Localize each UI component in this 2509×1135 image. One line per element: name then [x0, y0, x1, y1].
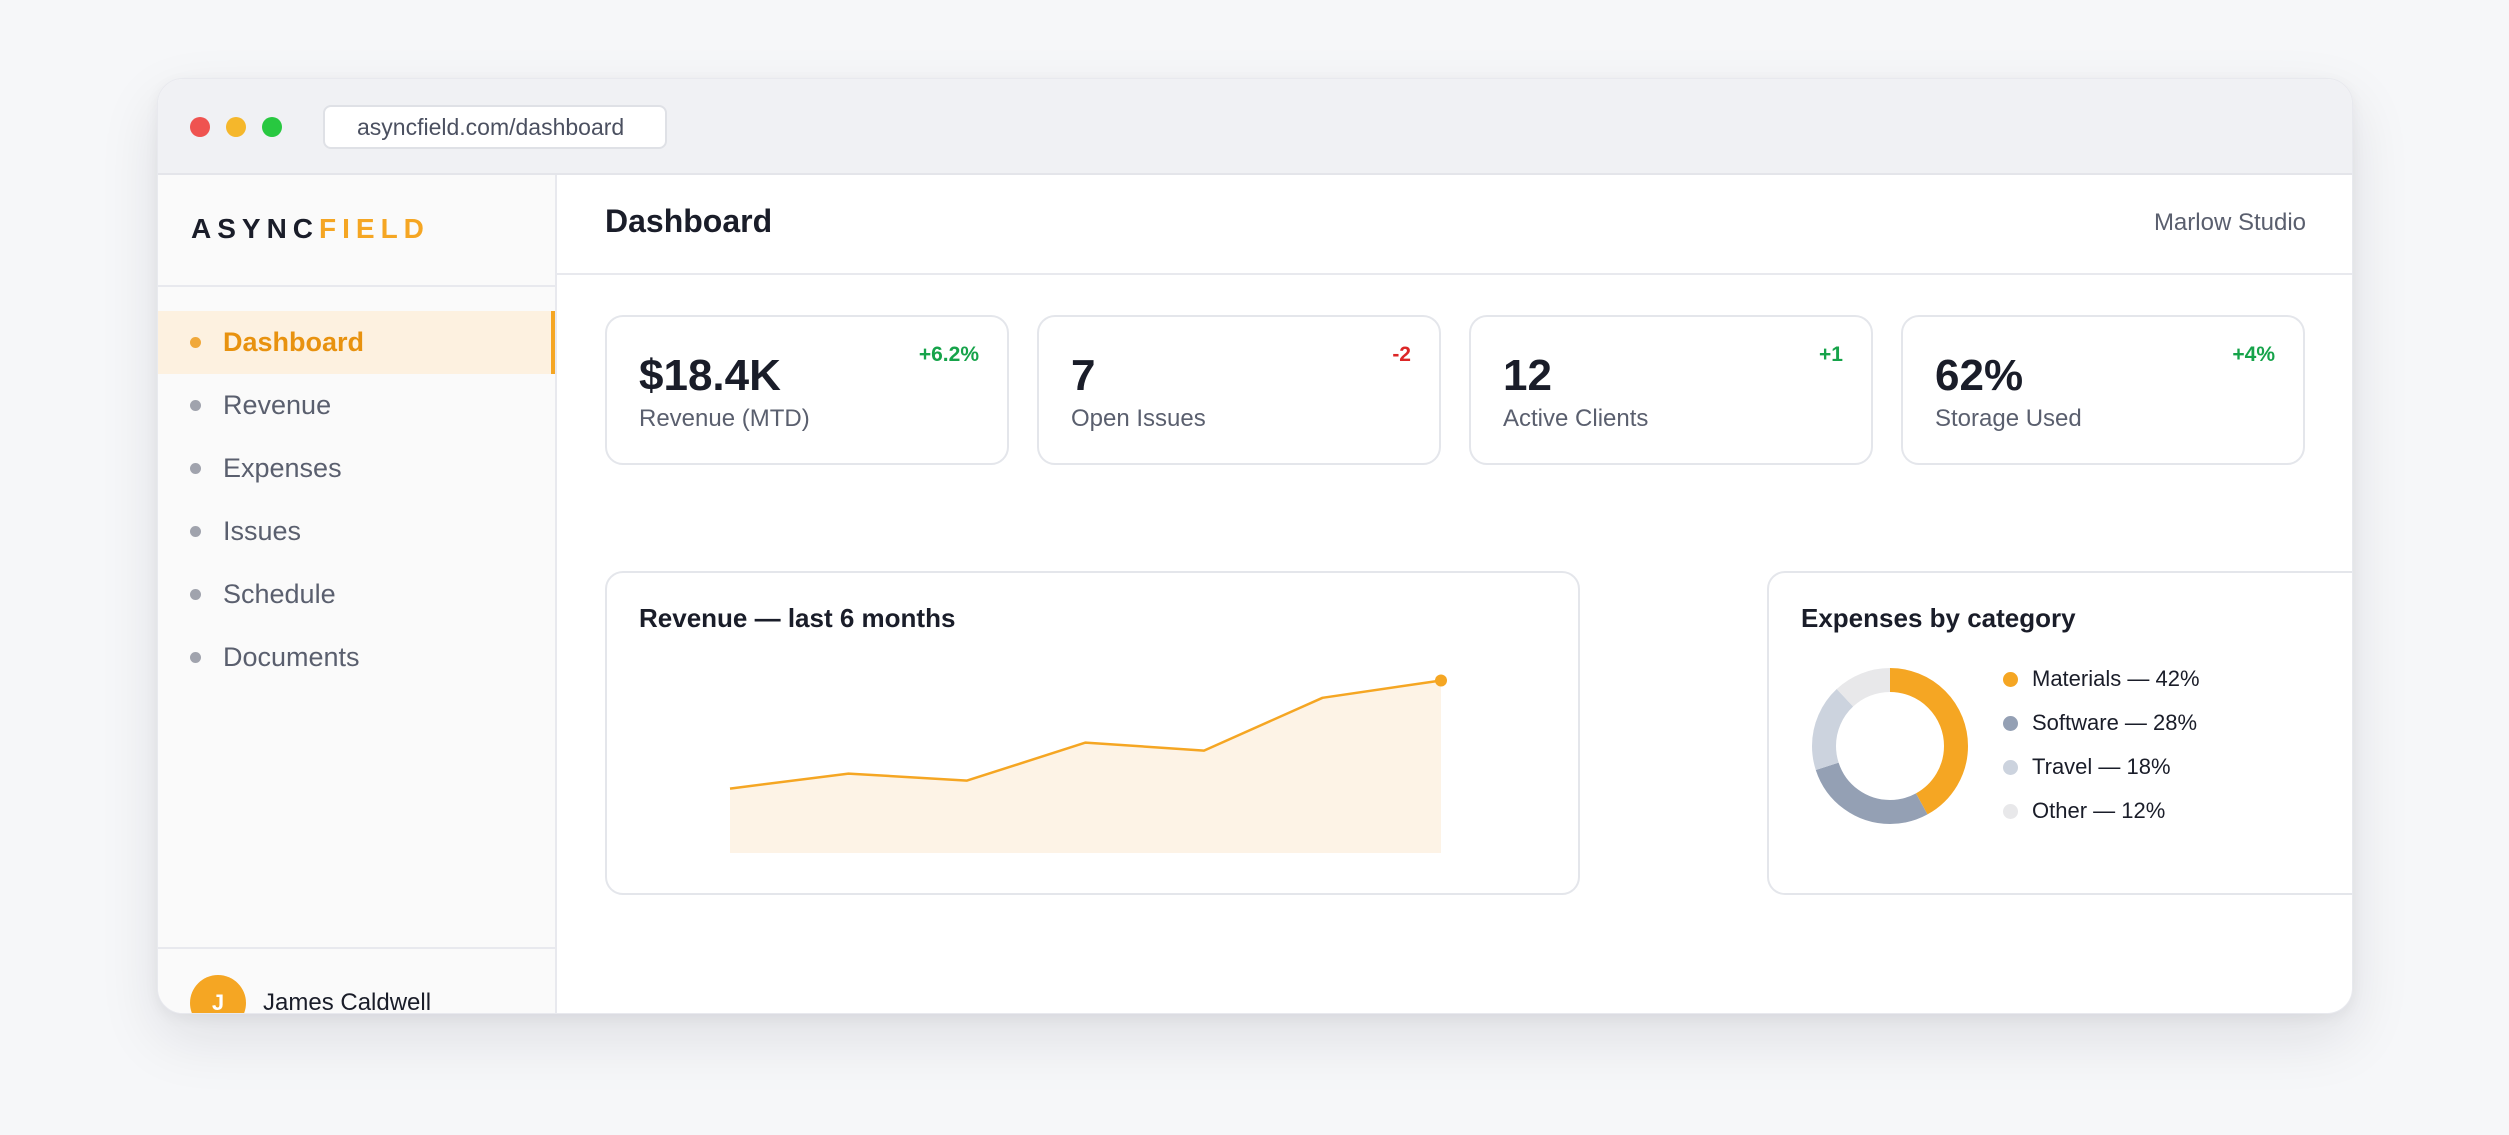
legend-swatch	[2003, 803, 2018, 819]
page-title: Dashboard	[605, 203, 773, 239]
sidebar-item-dashboard[interactable]: Dashboard	[158, 311, 555, 374]
sidebar-item-revenue[interactable]: Revenue	[158, 374, 555, 437]
legend-label: Travel — 18%	[2032, 754, 2171, 779]
main-content: Dashboard Marlow Studio $18.4K Revenue (…	[557, 175, 2352, 1013]
bullet-icon	[190, 400, 201, 411]
legend-item: Travel — 18%	[2003, 745, 2200, 789]
revenue-area-fill	[730, 680, 1441, 853]
sidebar-item-label: Expenses	[223, 453, 342, 483]
logo-text-accent: FIELD	[319, 213, 430, 244]
legend-label: Software — 28%	[2032, 710, 2198, 735]
sidebar-footer-divider	[158, 947, 555, 949]
kpi-label: Active Clients	[1503, 405, 1649, 432]
bullet-icon	[190, 526, 201, 537]
legend-swatch	[2003, 671, 2018, 687]
sidebar-divider	[158, 285, 555, 287]
avatar: J	[190, 975, 246, 1013]
bullet-icon	[190, 463, 201, 474]
chart-legend: Materials — 42% Software — 28% Travel — …	[2003, 657, 2200, 833]
sidebar-item-issues[interactable]: Issues	[158, 500, 555, 563]
browser-titlebar: asyncfield.com/dashboard	[158, 79, 2352, 175]
kpi-value: 62%	[1935, 351, 2024, 400]
kpi-card-storage[interactable]: 62% Storage Used +4%	[1901, 315, 2305, 465]
sidebar-item-label: Schedule	[223, 579, 336, 609]
legend-label: Materials — 42%	[2032, 666, 2200, 691]
bullet-icon	[190, 337, 201, 348]
expenses-donut-chart	[1812, 668, 1968, 824]
sidebar-item-expenses[interactable]: Expenses	[158, 437, 555, 500]
sidebar-item-documents[interactable]: Documents	[158, 626, 555, 689]
address-bar[interactable]: asyncfield.com/dashboard	[323, 105, 667, 149]
legend-item: Materials — 42%	[2003, 657, 2200, 701]
minimize-window-button[interactable]	[226, 117, 246, 137]
kpi-label: Revenue (MTD)	[639, 405, 810, 432]
kpi-delta: +4%	[2232, 343, 2275, 366]
revenue-series-line	[729, 679, 1442, 790]
kpi-delta: +1	[1819, 343, 1843, 366]
kpi-card-open-issues[interactable]: 7 Open Issues -2	[1037, 315, 1441, 465]
legend-swatch	[2003, 759, 2018, 775]
sidebar: ASYNCFIELD Dashboard Revenue Expenses Is…	[158, 175, 557, 1014]
browser-window: asyncfield.com/dashboard ASYNCFIELD Dash…	[157, 78, 2353, 1014]
close-window-button[interactable]	[190, 117, 210, 137]
legend-label: Other — 12%	[2032, 798, 2166, 823]
user-name: James Caldwell	[263, 989, 432, 1014]
chart-title: Revenue — last 6 months	[639, 603, 956, 633]
sidebar-item-label: Dashboard	[223, 327, 365, 357]
maximize-window-button[interactable]	[262, 117, 282, 137]
main-header: Dashboard Marlow Studio	[557, 175, 2352, 275]
sidebar-item-label: Revenue	[223, 390, 332, 420]
sidebar-item-schedule[interactable]: Schedule	[158, 563, 555, 626]
chart-title: Expenses by category	[1801, 603, 2076, 633]
revenue-chart-card: Revenue — last 6 months	[605, 571, 1580, 895]
sidebar-item-label: Documents	[223, 642, 360, 672]
kpi-value: $18.4K	[639, 351, 781, 400]
donut-slice-software[interactable]	[1812, 668, 1968, 824]
kpi-value: 7	[1071, 351, 1096, 400]
kpi-card-active-clients[interactable]: 12 Active Clients +1	[1469, 315, 1873, 465]
revenue-latest-point[interactable]	[1435, 674, 1447, 687]
sidebar-item-label: Issues	[223, 516, 302, 546]
bullet-icon	[190, 652, 201, 663]
user-profile[interactable]: J James Caldwell	[190, 975, 432, 1014]
logo-text-primary: ASYNC	[191, 213, 320, 244]
bullet-icon	[190, 589, 201, 600]
sidebar-nav: Dashboard Revenue Expenses Issues Schedu…	[158, 311, 555, 689]
expenses-chart-card: Expenses by category Materials — 42% Sof…	[1767, 571, 2352, 895]
legend-swatch	[2003, 715, 2018, 731]
kpi-delta: +6.2%	[918, 343, 979, 366]
workspace-name[interactable]: Marlow Studio	[2153, 209, 2306, 236]
kpi-delta: -2	[1392, 343, 1411, 366]
kpi-value: 12	[1503, 351, 1552, 400]
kpi-label: Open Issues	[1071, 405, 1206, 432]
donut-slice-travel[interactable]	[1812, 668, 1968, 824]
revenue-chart	[729, 674, 1447, 853]
donut-slice-other[interactable]	[1812, 668, 1968, 824]
kpi-card-revenue[interactable]: $18.4K Revenue (MTD) +6.2%	[605, 315, 1009, 465]
legend-item: Other — 12%	[2003, 789, 2200, 833]
legend-item: Software — 28%	[2003, 701, 2200, 745]
kpi-label: Storage Used	[1935, 405, 2082, 432]
app-logo[interactable]: ASYNCFIELD	[191, 213, 430, 245]
